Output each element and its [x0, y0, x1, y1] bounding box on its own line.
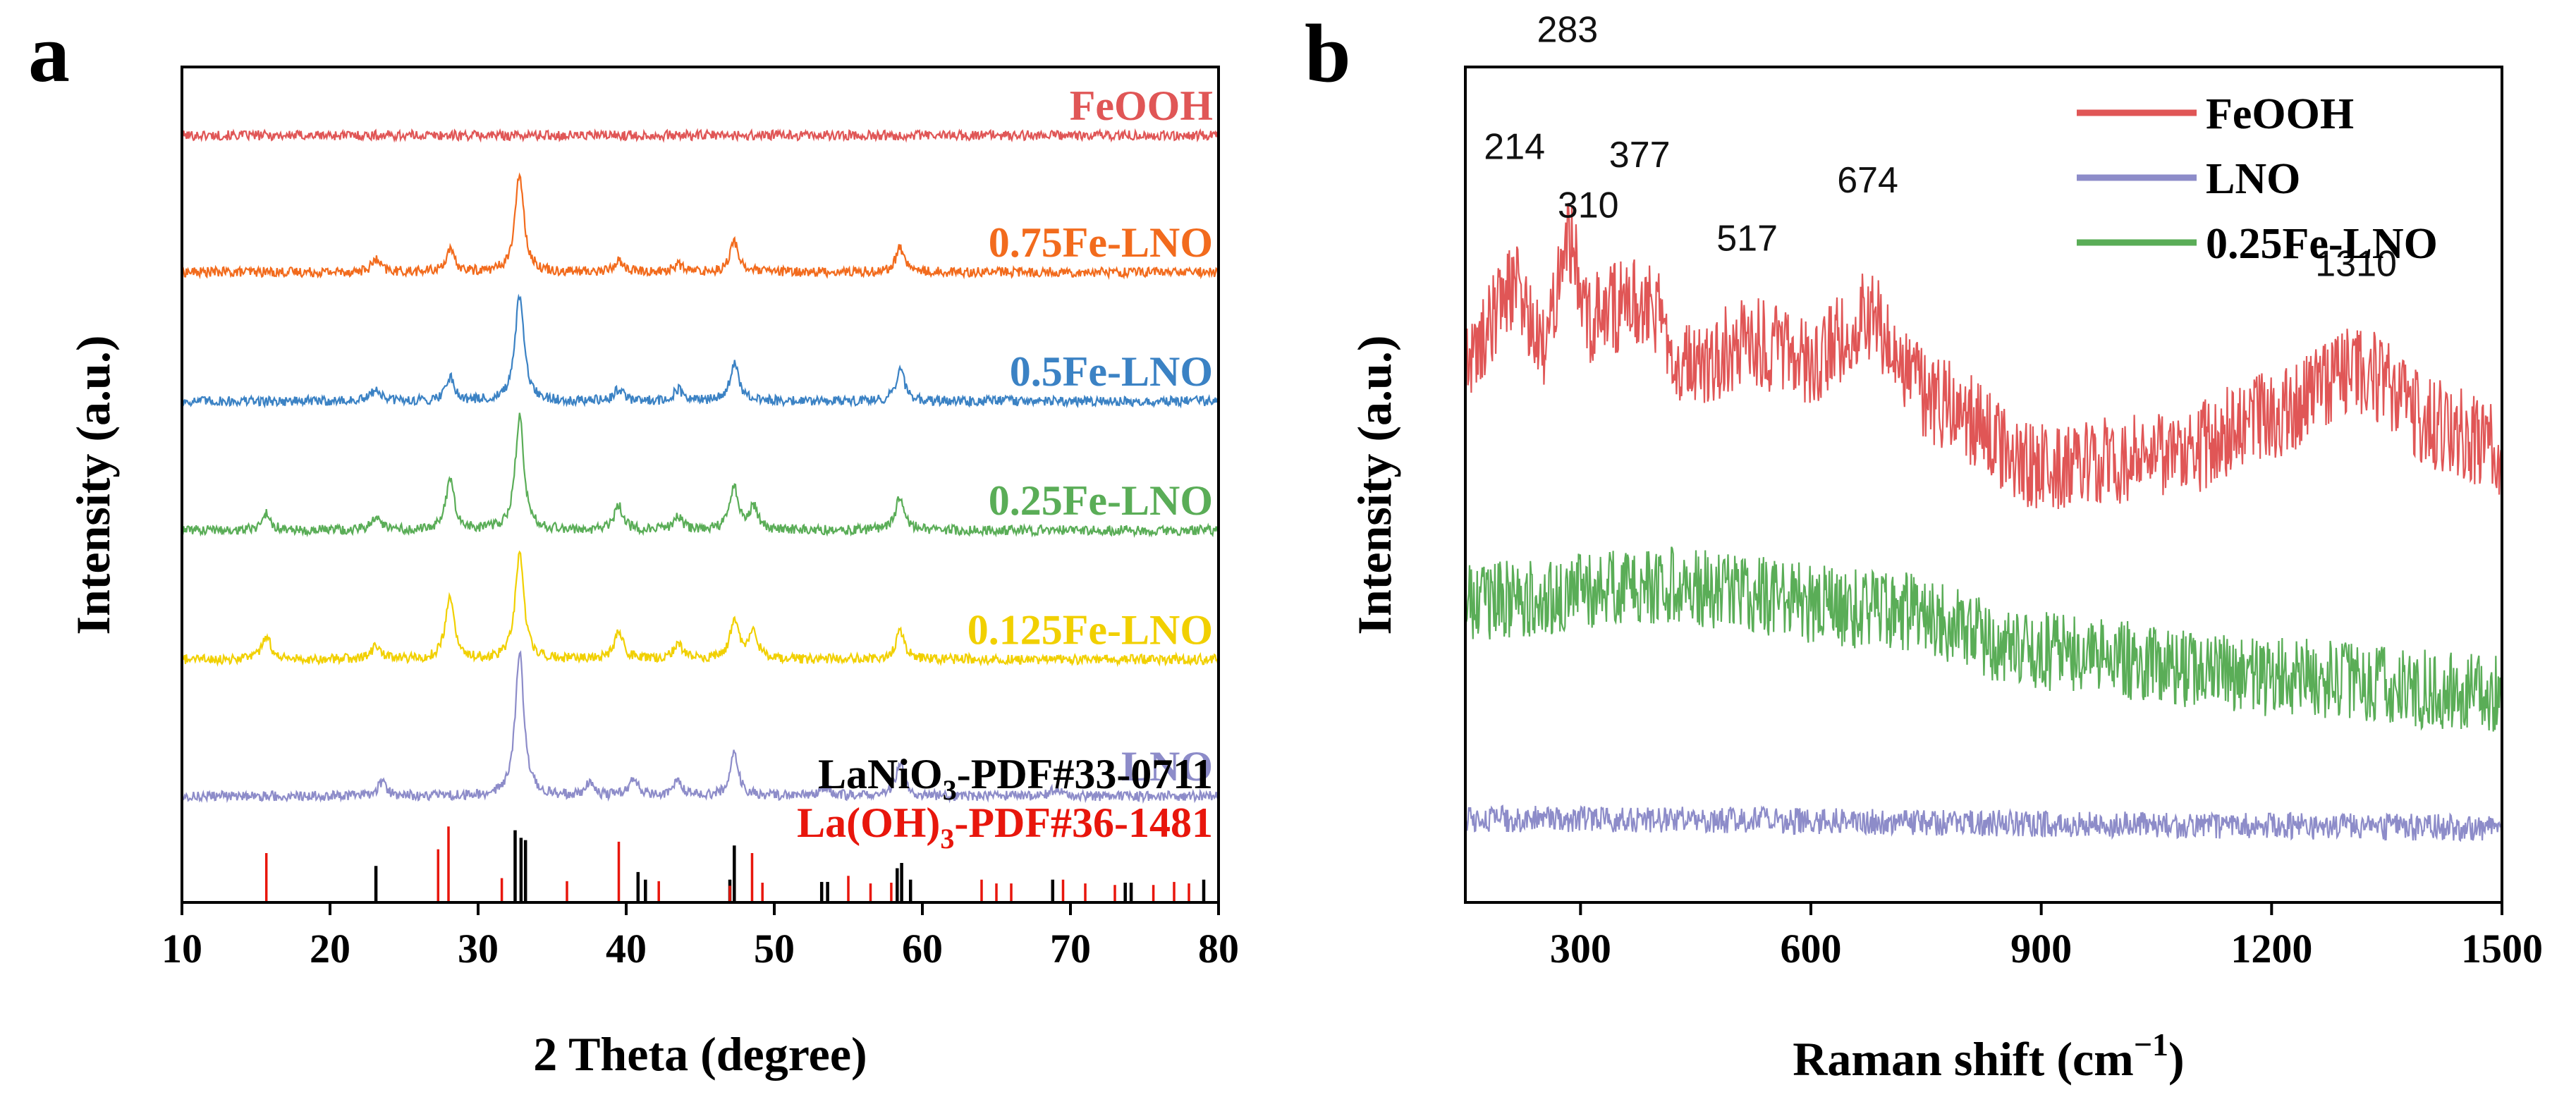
panel-a-x-tick-label: 50 — [754, 926, 795, 972]
panel-b-legend: FeOOH LNO 0.25Fe-LNO — [2077, 90, 2438, 268]
panel-b-x-tick-label: 900 — [2010, 926, 2072, 972]
panel-b-label: b — [1305, 7, 1351, 99]
series-line-feooh — [181, 128, 1219, 143]
series-label-0-125fe-lno: 0.125Fe-LNO — [967, 606, 1213, 653]
peak-annotation-377: 377 — [1609, 135, 1671, 176]
panel-a-x-tick-label: 70 — [1050, 926, 1091, 972]
panel-a-label: a — [28, 7, 70, 99]
panel-a: a 10 20 30 40 50 60 70 80 2 Theta (degree) Inte… — [28, 7, 1239, 1081]
panel-a-x-tick-label: 60 — [902, 926, 943, 972]
peak-annotation-517: 517 — [1716, 219, 1778, 259]
panel-b-frame — [1464, 66, 2503, 904]
series-line-0-5fe-lno — [181, 293, 1219, 409]
series-line-feooh — [1464, 202, 2503, 510]
series-label-0-5fe-lno: 0.5Fe-LNO — [1010, 348, 1213, 395]
panel-a-x-tick-label: 10 — [161, 926, 202, 972]
series-line-0-75fe-lno — [181, 172, 1219, 281]
series-line-lno — [1465, 804, 2503, 843]
panel-b-x-tick-label: 1500 — [2461, 926, 2543, 972]
series-label-feooh: FeOOH — [1070, 82, 1213, 129]
legend-label-lno: LNO — [2206, 155, 2300, 203]
peak-annotation-283: 283 — [1537, 9, 1598, 50]
reference-label-la-oh-3-pdf-36-1481: La(OH)3-PDF#36-1481 — [797, 799, 1213, 854]
panel-b: b 300 600 900 1200 1500 Raman shift (cm−1) I… — [1305, 7, 2543, 1086]
series-line-0-25fe-lno — [181, 412, 1219, 539]
legend-label-feooh: FeOOH — [2206, 90, 2354, 138]
legend-label-0-25fe-lno: 0.25Fe-LNO — [2206, 220, 2438, 268]
panel-b-y-axis-label: Intensity (a.u.) — [1348, 335, 1401, 635]
panel-b-x-axis-label-sup: −1 — [2134, 1027, 2168, 1062]
series-label-0-75fe-lno: 0.75Fe-LNO — [989, 219, 1213, 266]
panel-a-x-tick-label: 30 — [458, 926, 499, 972]
panel-b-peak-annotations: 214 283 310 377 517 674 1310 — [1484, 9, 2397, 284]
panel-a-x-tick-label: 80 — [1198, 926, 1239, 972]
series-line-0-25fe-lno — [1464, 546, 2503, 732]
reference-label-main: La(OH) — [797, 799, 940, 846]
panel-b-x-tick-label: 300 — [1550, 926, 1611, 972]
reference-label-rest: -PDF#36-1481 — [954, 799, 1213, 846]
panel-a-plot-area — [181, 128, 1219, 902]
reference-label-lanio3-pdf-33-0711: LaNiO3-PDF#33-0711 — [818, 751, 1213, 806]
reference-label-sub: 3 — [943, 774, 957, 806]
panel-a-series-labels: FeOOH 0.75Fe-LNO 0.5Fe-LNO 0.25Fe-LNO 0.125F… — [797, 82, 1213, 854]
panel-a-x-tick-label: 40 — [606, 926, 647, 972]
panel-a-frame — [181, 66, 1220, 904]
panel-b-x-axis-label-main: Raman shift (cm — [1793, 1032, 2134, 1086]
reference-label-rest: -PDF#33-0711 — [957, 751, 1213, 797]
panel-a-x-ticks: 10 20 30 40 50 60 70 80 — [161, 902, 1239, 972]
series-label-0-25fe-lno: 0.25Fe-LNO — [989, 477, 1213, 524]
peak-annotation-310: 310 — [1558, 185, 1619, 226]
panel-b-x-tick-label: 600 — [1781, 926, 1842, 972]
reference-label-sub: 3 — [940, 823, 954, 854]
panel-b-plot-area — [1464, 202, 2503, 843]
series-line-0-125fe-lno — [181, 550, 1219, 668]
series-label-lno: LNO — [1121, 743, 1213, 790]
peak-annotation-214: 214 — [1484, 126, 1545, 167]
peak-annotation-1310: 1310 — [2315, 243, 2397, 284]
panel-b-x-ticks: 300 600 900 1200 1500 — [1550, 902, 2543, 972]
panel-a-x-tick-label: 20 — [310, 926, 350, 972]
panel-b-x-axis-label: Raman shift (cm−1) — [1793, 1027, 2184, 1086]
series-line-lno — [181, 650, 1219, 804]
panel-a-x-axis-label: 2 Theta (degree) — [533, 1027, 867, 1081]
panel-a-y-axis-label: Intensity (a.u.) — [66, 335, 120, 635]
panel-b-x-tick-label: 1200 — [2230, 926, 2312, 972]
peak-annotation-674: 674 — [1837, 160, 1898, 201]
reference-label-main: LaNiO — [818, 751, 943, 797]
panel-b-x-axis-label-end: ) — [2168, 1032, 2185, 1086]
